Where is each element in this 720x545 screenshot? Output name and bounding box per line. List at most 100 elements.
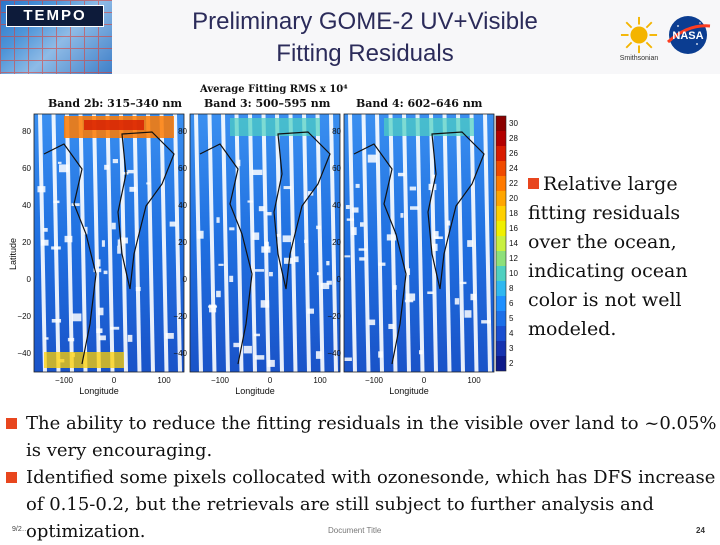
data-gap-patch: [397, 172, 405, 177]
data-gap-patch: [307, 308, 314, 314]
lat-tick-label: −40: [17, 349, 31, 358]
data-gap-patch: [283, 186, 292, 190]
data-gap-patch: [320, 282, 330, 290]
data-gap-patch: [410, 206, 419, 210]
bullet-marker: [6, 418, 17, 429]
lat-tick-label: 80: [22, 127, 31, 136]
lat-tick-label: 20: [332, 238, 341, 247]
data-gap-patch: [404, 299, 414, 303]
mid-residual-zone: [384, 118, 474, 136]
lon-tick-label: 100: [467, 376, 481, 385]
data-gap-patch: [111, 222, 116, 230]
data-gap-patch: [276, 233, 281, 237]
lat-tick-label: 60: [22, 164, 31, 173]
lat-tick-label: −20: [173, 312, 187, 321]
smithsonian-sun-logo: [620, 16, 658, 54]
data-gap-patch: [252, 169, 263, 176]
swath-gap: [402, 114, 411, 372]
swath-gap: [105, 114, 115, 372]
data-gap-patch: [197, 230, 204, 239]
right-bullet: Relative large fitting residuals over th…: [528, 170, 718, 344]
data-gap-patch: [427, 291, 434, 295]
data-gap-patch: [98, 307, 104, 316]
colorbar-cell: [496, 356, 506, 371]
data-gap-patch: [368, 319, 376, 326]
colorbar-cell: [496, 131, 506, 146]
x-axis-label: Longitude: [235, 386, 275, 396]
lon-tick-label: −100: [55, 376, 74, 385]
colorbar-tick-label: 26: [509, 149, 518, 158]
high-residual-zone: [84, 120, 144, 130]
lat-tick-label: −40: [327, 349, 341, 358]
data-gap-patch: [254, 269, 265, 272]
swath-gap: [415, 114, 425, 372]
data-gap-patch: [229, 275, 234, 283]
colorbar-tick-label: 22: [509, 179, 518, 188]
swath-gap: [159, 114, 169, 372]
data-gap-patch: [378, 351, 383, 358]
data-gap-patch: [303, 239, 308, 243]
data-gap-patch: [83, 226, 88, 235]
coastline-europe-africa: [117, 131, 175, 290]
bullet-text-1: The ability to reduce the fitting residu…: [26, 413, 717, 461]
data-gap-patch: [135, 286, 141, 292]
data-gap-patch: [98, 335, 106, 341]
colorbar-cell: [496, 176, 506, 191]
data-gap-patch: [258, 206, 265, 212]
data-gap-patch: [346, 218, 355, 221]
data-gap-patch: [117, 245, 121, 254]
data-gap-patch: [470, 293, 476, 301]
footer-page-number: 24: [696, 526, 705, 535]
tempo-logo-text: TEMPO: [6, 5, 104, 27]
lat-tick-label: 20: [22, 238, 31, 247]
data-gap-patch: [67, 337, 75, 342]
lon-tick-label: −100: [211, 376, 230, 385]
data-gap-patch: [433, 236, 443, 240]
swath-gap: [92, 114, 101, 372]
swath-gap: [78, 114, 88, 372]
footer-document-title: Document Title: [328, 526, 382, 535]
data-gap-patch: [454, 298, 460, 305]
lat-tick-label: 0: [337, 275, 342, 284]
lat-tick-label: −20: [17, 312, 31, 321]
data-gap-patch: [64, 235, 73, 243]
data-gap-patch: [326, 261, 330, 266]
data-gap-patch: [53, 200, 60, 204]
data-gap-patch: [360, 222, 364, 227]
data-gap-patch: [392, 285, 397, 290]
data-gap-patch: [165, 332, 174, 339]
data-gap-patch: [428, 183, 437, 191]
data-gap-patch: [104, 164, 110, 170]
data-gap-patch: [59, 164, 69, 173]
bullet-item: Identified some pixels collocated with o…: [6, 464, 718, 545]
data-gap-patch: [216, 290, 221, 298]
data-gap-patch: [129, 186, 137, 192]
data-gap-patch: [236, 159, 241, 167]
data-gap-patch: [355, 183, 360, 188]
high-residual-zone: [44, 352, 124, 368]
footer-date: 9/2…: [12, 526, 29, 533]
data-gap-patch: [255, 355, 265, 360]
data-gap-patch: [266, 212, 272, 216]
data-gap-patch: [169, 221, 176, 227]
colorbar-tick-label: 10: [509, 269, 518, 278]
colorbar-cell: [496, 146, 506, 161]
data-gap-patch: [294, 256, 299, 263]
swath-gap: [361, 114, 371, 372]
lon-tick-label: 100: [157, 376, 171, 385]
data-gap-patch: [464, 310, 472, 318]
data-gap-patch: [326, 280, 332, 285]
tempo-logo: TEMPO: [0, 0, 112, 74]
data-gap-patch: [282, 235, 291, 243]
lat-tick-label: 40: [332, 201, 341, 210]
colorbar-cell: [496, 191, 506, 206]
colorbar-tick-label: 24: [509, 164, 518, 173]
data-gap-patch: [344, 255, 351, 258]
lat-tick-label: 40: [22, 201, 31, 210]
data-gap-patch: [261, 246, 271, 253]
data-gap-patch: [93, 268, 102, 273]
data-gap-patch: [233, 342, 241, 348]
lat-tick-label: −20: [327, 312, 341, 321]
data-gap-patch: [316, 225, 321, 230]
data-gap-patch: [127, 334, 133, 342]
